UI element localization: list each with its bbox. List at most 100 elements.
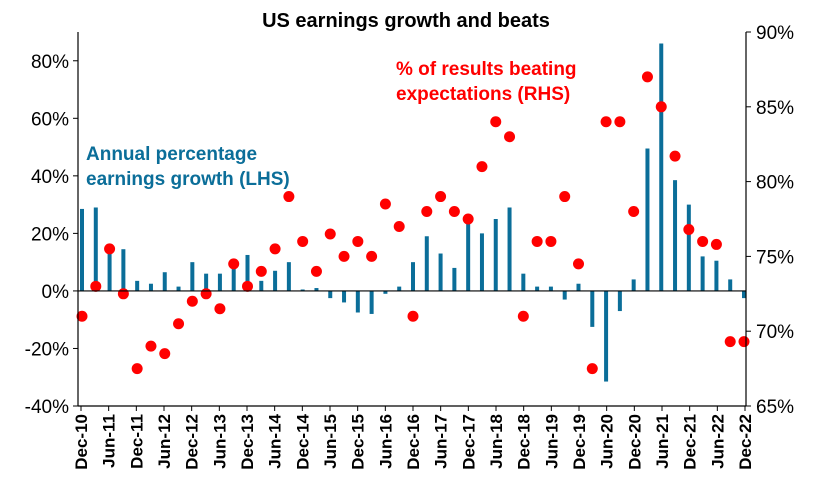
x-tick-label: Jun-19 [542,414,561,469]
growth-bar [452,267,457,291]
beat-rate-dot [600,116,612,128]
x-tick-label: Jun-13 [210,414,229,469]
beat-rate-dot [559,191,571,203]
beat-rate-dot [131,363,143,375]
growth-bar [162,272,167,291]
x-tick-label: Jun-14 [266,413,285,468]
right-tick-label: 80% [756,173,794,194]
x-tick-label: Dec-18 [515,414,534,470]
x-tick-label: Dec-12 [183,414,202,470]
beat-rate-dot [655,101,667,113]
growth-bar [148,283,153,291]
beat-rate-dot [517,310,529,322]
left-tick-label: 60% [31,109,69,130]
growth-bar [355,290,360,313]
beat-rate-dot [104,243,116,255]
growth-bar [493,219,498,291]
beat-rate-dot [352,235,364,247]
growth-bar [604,290,609,382]
right-tick-label: 85% [756,98,794,119]
x-tick-label: Dec-17 [459,414,478,470]
beat-rate-dot [159,348,171,360]
growth-bar [397,286,402,291]
growth-bar [590,290,595,327]
beat-rate-dot [366,250,378,262]
growth-bar [645,148,650,291]
beat-rate-dot [200,288,212,300]
growth-bar [742,290,746,299]
beat-rate-dot [310,265,322,277]
left-tick-label: 40% [31,167,69,188]
left-tick-label: 20% [31,224,69,245]
beat-rate-dot [76,310,88,322]
growth-bar [424,236,429,291]
growth-bar [328,290,333,299]
beat-rate-dot [669,150,681,162]
beat-rate-dot [531,235,543,247]
growth-bar [728,279,733,291]
rhs-series-label-line2: expectations (RHS) [396,84,570,105]
right-tick-label: 75% [756,247,794,268]
growth-bar [521,273,526,291]
x-tick-label: Jun-17 [432,414,451,469]
x-tick-label: Dec-13 [238,414,257,470]
growth-bar [314,288,319,291]
bar-series [80,43,746,382]
x-tick-label: Jun-21 [653,414,672,469]
beat-rate-dot [586,363,598,375]
growth-bar [300,289,305,291]
growth-bar [342,290,347,303]
x-tick-label: Jun-22 [708,414,727,469]
left-tick-label: -20% [25,339,69,360]
growth-bar [479,233,484,291]
growth-bar [369,290,374,314]
beat-rate-dot [407,310,419,322]
beat-rate-dot [297,235,309,247]
left-axis: -40% -20% 0% 20% 40% 60% 80% [25,52,78,418]
beat-rate-dot [338,250,350,262]
right-tick-label: 65% [756,397,794,418]
beat-rate-dot [738,336,750,348]
beat-rate-dot [90,280,102,292]
right-tick-label: 70% [756,322,794,343]
growth-bar [659,43,664,291]
x-tick-label: Dec-22 [736,414,755,470]
growth-bar [673,180,678,291]
growth-bar [217,273,222,291]
beat-rate-dot [697,235,709,247]
growth-bar [259,280,264,291]
growth-bar [438,253,443,291]
beat-rate-dot [545,235,557,247]
beat-rate-dot [186,295,198,307]
beat-rate-dot [255,265,267,277]
beat-rate-dot [145,340,157,352]
x-tick-label: Dec-15 [349,414,368,470]
x-tick-label: Jun-15 [321,414,340,469]
left-tick-label: 80% [31,52,69,73]
growth-bar [383,290,388,294]
growth-bar [121,249,126,291]
growth-bar [245,254,250,291]
beat-rate-dot [710,238,722,250]
growth-bar [176,286,181,291]
beat-rate-dot [683,223,695,235]
beat-rate-dot [379,198,391,210]
beat-rate-dot [490,116,502,128]
beat-rate-dot [476,161,488,173]
beat-rate-dot [421,206,433,218]
x-tick-label: Dec-10 [72,414,91,470]
x-tick-label: Dec-16 [404,414,423,470]
lhs-series-label-line1: Annual percentage [86,144,257,165]
growth-bar [135,280,140,291]
growth-bar [411,262,415,291]
beat-rate-dot [448,206,460,218]
growth-bar [631,279,636,291]
growth-bar [80,208,84,291]
beat-rate-dot [117,288,129,300]
x-tick-label: Jun-11 [100,414,119,468]
x-tick-label: Dec-19 [570,414,589,470]
beat-rate-dot [283,191,295,203]
beat-rate-dot [242,280,253,292]
lhs-series-label-line2: earnings growth (LHS) [86,169,290,190]
